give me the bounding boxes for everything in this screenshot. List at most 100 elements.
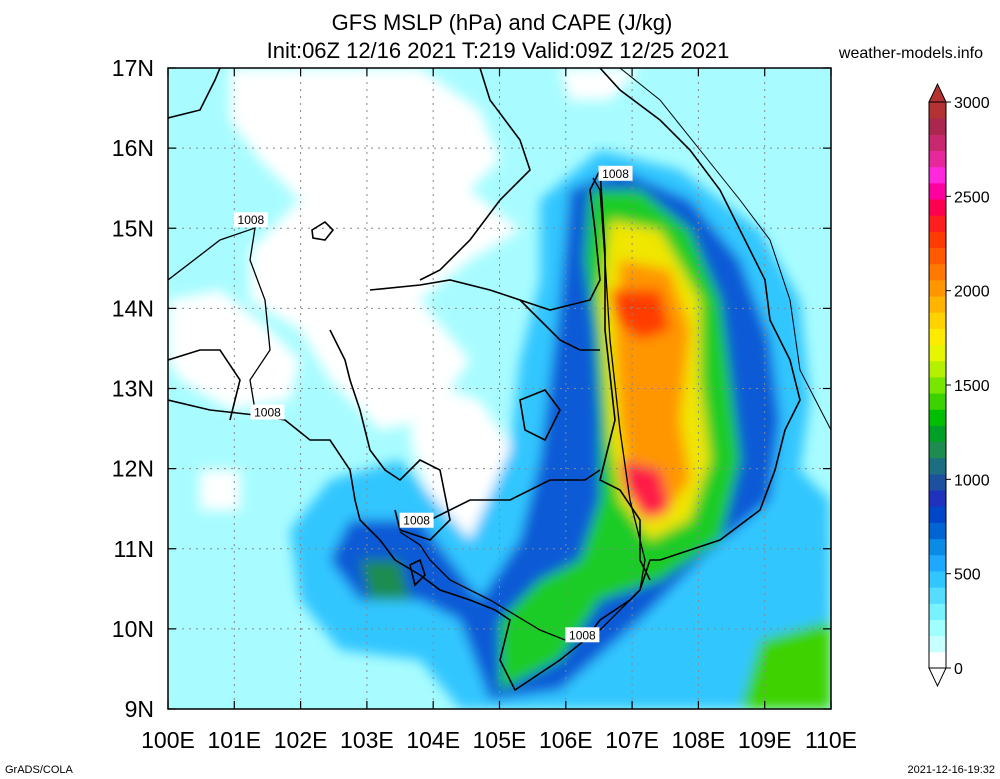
footer-right: 2021-12-16-19:32 (908, 764, 995, 776)
colorbar-segment (929, 425, 946, 443)
x-axis: 100E 101E 102E 103E 104E 105E 106E 107E 108E 109E… (141, 68, 857, 753)
isobar-label-bg (250, 404, 285, 420)
isobar-label-text: 1008 (403, 514, 430, 528)
lake-tonle-sap (519, 389, 561, 442)
cape-field (168, 68, 831, 709)
colorbar-segment (929, 360, 946, 378)
colorbar-tick-label: 3000 (954, 95, 990, 112)
coastline-gulf-thailand (168, 68, 801, 692)
cape-zero-area-south (200, 470, 240, 510)
x-tick-label: 101E (207, 727, 261, 753)
border-thai-west (168, 349, 241, 421)
border-cambodia-north (519, 299, 600, 351)
x-tick-label: 104E (406, 727, 460, 753)
colorbar-segment (929, 102, 946, 119)
isobar-label: 1008 (598, 165, 633, 181)
cape-zero-area-north (230, 68, 520, 430)
x-tick-label: 102E (274, 727, 328, 753)
x-tick-label: 109E (738, 727, 792, 753)
colorbar-segment (929, 506, 946, 523)
isobar-label-bg (565, 627, 600, 643)
border-vietnam (599, 169, 651, 581)
border-thai-myanmar (168, 68, 221, 119)
isobar-label-text: 1008 (602, 167, 629, 181)
cape-green-se (740, 620, 831, 709)
colorbar-segment (929, 473, 946, 491)
border-laos-cambodia (369, 169, 601, 311)
colorbar-segment (929, 409, 946, 426)
chart-subtitle: Init:06Z 12/16 2021 T:219 Valid:09Z 12/2… (267, 38, 730, 63)
isobar-label: 1008 (250, 404, 285, 420)
x-tick-label: 103E (340, 727, 394, 753)
colorbar-tick-label: 2500 (954, 189, 990, 206)
colorbar-segment (929, 296, 946, 313)
y-tick-label: 15N (112, 215, 154, 241)
isobar-label-text: 1008 (569, 628, 596, 642)
colorbar-segment (929, 182, 946, 200)
colorbar-segment (929, 328, 946, 346)
colorbar-segment (929, 263, 946, 281)
contour-labels: 1008 1008 1008 1008 1008 (233, 165, 633, 643)
isobar-label-text: 1008 (254, 406, 281, 420)
x-tick-label: 106E (539, 727, 593, 753)
x-tick-label: 110E (805, 727, 857, 753)
colorbar-segment (929, 312, 946, 329)
footer-left: GrADS/COLA (5, 764, 74, 776)
colorbar-segment (929, 166, 946, 184)
isobar-1008-west (168, 227, 281, 419)
y-tick-label: 13N (112, 376, 154, 402)
colorbar-segment (929, 522, 946, 540)
x-tick-label: 108E (672, 727, 726, 753)
isobar-label-bg (598, 165, 633, 181)
y-tick-label: 10N (112, 616, 154, 642)
isobar-label-text: 1008 (238, 213, 265, 227)
x-tick-label: 107E (605, 727, 659, 753)
isobar-label: 1008 (233, 212, 268, 228)
isobar-label-bg (399, 512, 434, 528)
border-laos-thai (419, 68, 531, 281)
colorbar: 0 500 1000 1500 2000 2500 3000 (928, 82, 990, 688)
colorbar-max-arrow (928, 82, 947, 103)
border-cambodia-south (429, 469, 601, 521)
coastline-thai-gulf-west (329, 329, 451, 541)
colorbar-segment (929, 603, 946, 620)
colorbar-segment (929, 619, 946, 637)
colorbar-segment (929, 587, 946, 604)
site-credit: weather-models.info (838, 45, 983, 62)
cape-red-area-north (610, 290, 670, 340)
y-axis: 9N 10N 11N 12N 13N 14N 15N 16N 17N (112, 55, 831, 722)
colorbar-segment (929, 247, 946, 265)
x-tick-label: 105E (473, 727, 527, 753)
isobar-label-bg (233, 212, 268, 228)
y-tick-label: 9N (125, 696, 154, 722)
colorbar-segment (929, 651, 946, 669)
colorbar-tick-label: 2000 (954, 284, 990, 301)
y-tick-label: 17N (112, 55, 154, 81)
colorbar-tick-label: 0 (954, 661, 963, 678)
colorbar-segment (929, 393, 946, 410)
y-tick-label: 11N (114, 536, 155, 562)
isobar-label: 1008 (399, 512, 434, 528)
coast-vietnam-far (619, 68, 831, 431)
x-tick-label: 100E (141, 727, 195, 753)
y-tick-label: 12N (112, 456, 154, 482)
colorbar-tick-label: 500 (954, 567, 981, 584)
colorbar-segment (929, 215, 946, 232)
mslp-contours (168, 177, 646, 641)
colorbar-segment (929, 490, 946, 507)
colorbar-segment (929, 279, 946, 297)
colorbar-segment (929, 554, 946, 572)
colorbar-segment (929, 538, 946, 556)
colorbar-segment (929, 150, 946, 168)
map-panel: 1008 1008 1008 1008 1008 (168, 68, 831, 709)
colorbar-segment (929, 457, 946, 475)
colorbar-segment (929, 441, 946, 459)
isobar-1008-center (399, 531, 601, 641)
isobar-label: 1008 (565, 627, 600, 643)
colorbar-segment (929, 570, 946, 588)
coastlines (168, 68, 831, 692)
colorbar-segment (929, 635, 946, 653)
y-tick-label: 16N (112, 135, 154, 161)
colorbar-tick-label: 1000 (954, 472, 990, 489)
colorbar-segment (929, 376, 946, 394)
